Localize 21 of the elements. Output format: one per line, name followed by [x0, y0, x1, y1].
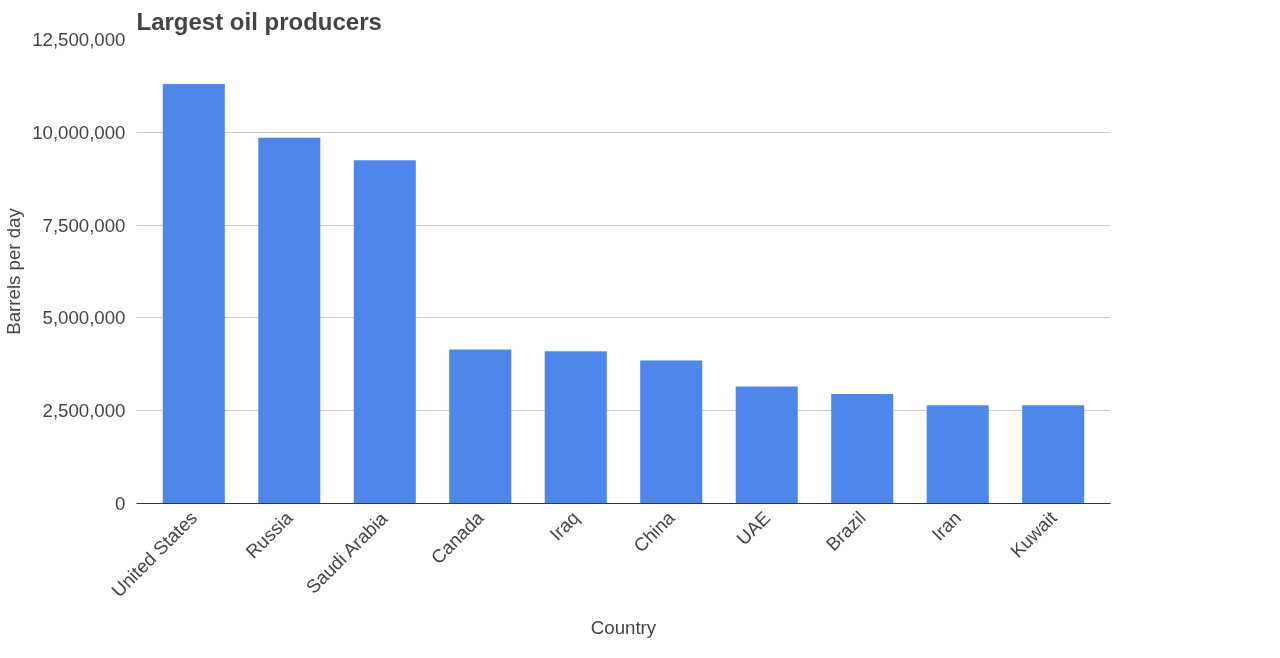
bar — [162, 84, 225, 504]
bar — [544, 351, 607, 504]
chart-title: Largest oil producers — [136, 7, 382, 35]
bar — [258, 137, 321, 504]
bar — [353, 160, 416, 504]
x-tick-label: Iran — [927, 507, 966, 545]
y-tick-label: 7,500,000 — [42, 214, 126, 236]
x-axis-title: Country — [590, 616, 657, 638]
bar — [449, 349, 512, 504]
bar — [640, 360, 703, 504]
y-axis-title: Barrels per day — [3, 207, 25, 335]
y-tick-label: 12,500,000 — [32, 29, 126, 50]
y-tick-label: 0 — [115, 493, 126, 514]
x-tick-label: Iraq — [545, 507, 584, 545]
bar — [735, 386, 798, 504]
y-tick-label: 5,000,000 — [42, 307, 126, 329]
bar — [1022, 405, 1085, 504]
bar — [831, 394, 894, 504]
bar — [926, 405, 989, 504]
y-tick-label: 10,000,000 — [32, 121, 126, 143]
y-tick-label: 2,500,000 — [42, 400, 126, 422]
